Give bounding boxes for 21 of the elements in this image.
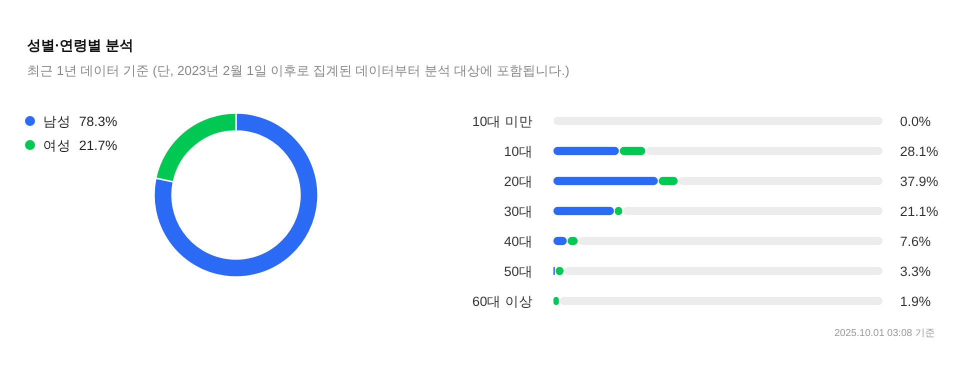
y-tick-label: 10대 — [504, 144, 533, 159]
text: 2025.10.01 03:08 기준 — [834, 328, 935, 339]
chart-title: 성별·연령별 분석 — [27, 37, 134, 53]
y-tick-label: 60대 이상 — [472, 294, 533, 309]
text: 7.6% — [900, 234, 931, 249]
y-tick-label: 30대 — [504, 204, 533, 219]
text: 3.3% — [900, 264, 931, 279]
y-tick-label: 40대 — [504, 234, 533, 249]
y-tick-label: 10대 미만 — [472, 114, 533, 129]
text: 1.9% — [900, 294, 931, 309]
text: 28.1% — [900, 144, 938, 159]
text: 0.0% — [900, 114, 931, 129]
chart-subtitle: 최근 1년 데이터 기준 (단, 2023년 2월 1일 이후로 집계된 데이터부터 분석 대상에 포함됩니다.) — [27, 63, 570, 78]
y-tick-label: 50대 — [504, 264, 533, 279]
y-tick-label: 20대 — [504, 174, 533, 189]
text: 37.9% — [900, 174, 938, 189]
legend-label: 남성 — [43, 114, 71, 129]
data-label: 21.7% — [79, 138, 118, 153]
legend-label: 여성 — [43, 138, 71, 153]
data-label: 78.3% — [79, 114, 118, 129]
text: 21.1% — [900, 204, 938, 219]
